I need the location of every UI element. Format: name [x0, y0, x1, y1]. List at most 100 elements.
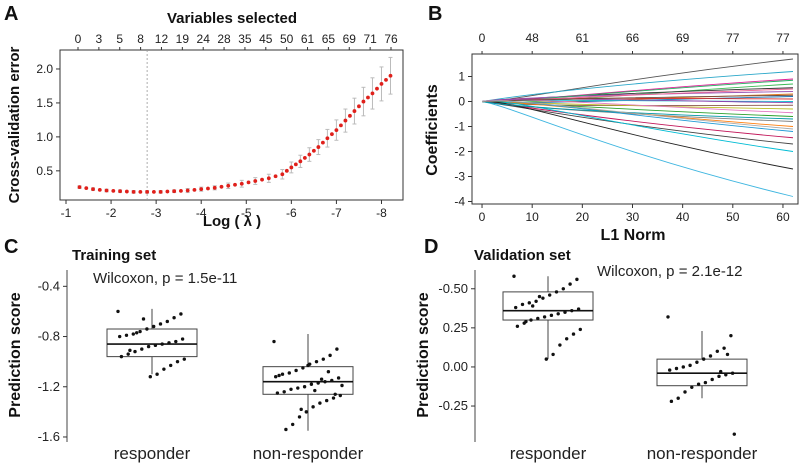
data-point	[681, 365, 685, 369]
panel-label-d: D	[424, 236, 438, 258]
data-point	[325, 398, 329, 403]
panel-c-training-boxplot: Training set Wilcoxon, p = 1.5e-11 Predi…	[7, 247, 364, 463]
data-point	[321, 357, 325, 361]
data-point	[314, 359, 319, 364]
panel-b-coef-path	[481, 100, 794, 130]
data-point	[695, 360, 699, 364]
panel-a-toptick-label: 50	[280, 32, 294, 46]
panel-a-point	[77, 185, 82, 190]
panel-a-point	[199, 187, 204, 192]
panel-a-point	[158, 189, 163, 194]
panel-a-toptick-label: 45	[259, 32, 273, 46]
data-point	[141, 317, 146, 321]
data-point	[131, 332, 135, 336]
data-point	[575, 277, 579, 282]
panel-a-point	[311, 148, 316, 153]
data-point	[531, 304, 535, 308]
panel-c-wilcoxon: Wilcoxon, p = 1.5e-11	[93, 270, 237, 287]
data-point	[280, 372, 285, 376]
data-point	[725, 352, 730, 357]
panel-a-toptick-label: 71	[363, 32, 377, 46]
panel-a-xtick-label: -3	[151, 206, 162, 220]
panel-a-toptick-label: 24	[197, 32, 211, 46]
data-point	[732, 432, 736, 436]
panel-a-toptick-label: 19	[176, 32, 190, 46]
panel-b-xtick-label: 50	[726, 210, 740, 224]
panel-a-point	[289, 165, 294, 170]
data-point	[669, 399, 674, 404]
panel-a-point	[348, 113, 352, 118]
data-point	[284, 427, 288, 432]
panel-b-toptick-label: 69	[676, 31, 690, 45]
data-point	[182, 357, 186, 361]
data-point	[316, 381, 320, 385]
data-point	[172, 316, 176, 320]
panel-pC-marks-ytick-label: -1.2	[38, 379, 60, 394]
panel-b-toptick-label: 77	[776, 31, 790, 45]
panel-b-ytick-label: 1	[458, 70, 465, 84]
data-point	[338, 393, 342, 398]
data-point	[277, 373, 281, 378]
panel-a-point	[206, 186, 210, 191]
panel-c-title: Training set	[72, 247, 156, 264]
panel-b-ylabel: Coefficients	[424, 84, 441, 176]
category-label: non-responder	[253, 444, 364, 463]
panel-a-cv-plot: Variables selected Log ( λ ) Cross-valid…	[6, 10, 404, 230]
panel-a-point	[118, 189, 122, 194]
panel-a-point	[185, 188, 190, 193]
panel-a-point	[370, 91, 375, 96]
panel-a-point	[165, 189, 170, 194]
data-point	[118, 334, 122, 339]
data-point	[128, 348, 132, 353]
panel-a-point	[384, 77, 388, 82]
data-point	[666, 315, 670, 319]
panel-a-toptick-label: 28	[217, 32, 231, 46]
data-point	[126, 352, 130, 356]
data-point	[674, 366, 679, 371]
data-point	[537, 294, 542, 299]
data-point	[336, 376, 341, 380]
data-point	[570, 308, 574, 313]
panel-b-xtick-label: 10	[526, 210, 540, 224]
data-point	[326, 369, 331, 374]
panel-a-xlabel: Log ( λ )	[203, 213, 261, 230]
data-point	[717, 374, 721, 379]
data-point	[710, 377, 714, 382]
data-point	[719, 369, 723, 374]
data-point	[688, 363, 692, 368]
panel-pD-marks-ytick-label: 0.00	[443, 359, 468, 374]
data-point	[563, 310, 567, 314]
panel-pD-marks-ytick-label: -0.25	[438, 398, 468, 413]
data-point	[309, 382, 314, 386]
panel-a-point	[138, 189, 143, 194]
panel-b-ytick-label: -4	[454, 195, 465, 209]
panel-a-point	[334, 128, 339, 132]
panel-b-coef-path	[481, 101, 794, 197]
panel-b-ytick-label: -2	[454, 145, 465, 159]
data-point	[272, 339, 276, 344]
panel-a-point	[330, 132, 334, 137]
panel-a-point	[379, 82, 384, 86]
panel-a-xtick-label: -4	[196, 206, 207, 220]
panel-b-toptick-label: 61	[576, 31, 590, 45]
panel-a-point	[375, 86, 379, 91]
panel-b-ytick-label: -3	[454, 170, 465, 184]
panel-a-ylabel: Cross-validation error	[6, 46, 23, 203]
data-point	[179, 312, 183, 316]
panel-a-point	[316, 145, 321, 149]
panel-a-xtick-label: -1	[61, 206, 72, 220]
data-point	[148, 375, 152, 379]
data-point	[703, 380, 708, 385]
panel-pC-marks-ytick-label: -1.6	[38, 429, 60, 444]
panel-a-point	[260, 177, 264, 182]
data-point	[297, 415, 302, 419]
data-point	[294, 368, 298, 373]
panel-a-point	[361, 99, 366, 104]
panel-a-point	[273, 174, 278, 179]
data-point	[335, 347, 339, 351]
category-label: non-responder	[647, 444, 758, 463]
data-point	[542, 315, 547, 319]
data-point	[140, 347, 144, 351]
panel-a-point	[192, 187, 197, 192]
panel-a-point	[111, 188, 116, 193]
